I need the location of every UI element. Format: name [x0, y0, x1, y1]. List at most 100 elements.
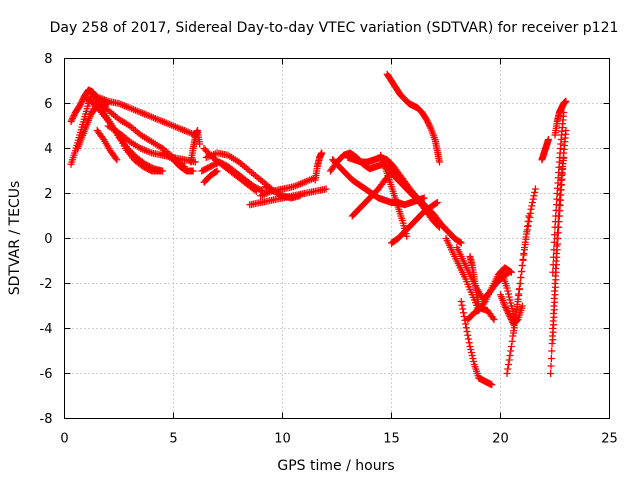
- data-point: [509, 332, 517, 340]
- data-point: [530, 192, 538, 200]
- data-point: [527, 205, 535, 213]
- data-points: [67, 70, 570, 389]
- data-point: [67, 118, 75, 125]
- data-point: [420, 194, 428, 202]
- x-tick-label: 10: [274, 432, 291, 447]
- data-point: [550, 306, 558, 314]
- data-point: [490, 316, 498, 323]
- y-tick-label: -8: [40, 412, 53, 427]
- plot-frame: [64, 58, 610, 419]
- data-point: [504, 290, 512, 298]
- series-track-10: [159, 149, 197, 175]
- data-point: [562, 127, 570, 134]
- data-point: [69, 113, 77, 121]
- data-point: [489, 314, 497, 322]
- y-tick-label: 2: [44, 187, 52, 202]
- data-point: [460, 313, 468, 320]
- data-point: [467, 346, 475, 353]
- data-point: [550, 321, 558, 329]
- data-point: [322, 185, 330, 193]
- data-point: [502, 304, 510, 311]
- series-track-29: [457, 298, 496, 389]
- data-point: [512, 318, 520, 326]
- data-point: [547, 370, 555, 377]
- data-point: [517, 274, 525, 281]
- data-point: [459, 309, 467, 317]
- data-point: [547, 362, 555, 370]
- data-point: [435, 158, 443, 166]
- data-point: [551, 231, 559, 239]
- y-tick-label: 6: [44, 97, 52, 112]
- data-point: [488, 381, 496, 389]
- x-axis-label: GPS time / hours: [277, 458, 394, 474]
- data-point: [518, 268, 526, 275]
- y-axis-label: SDTVAR / TECUs: [7, 181, 23, 296]
- data-point: [68, 115, 76, 122]
- data-point: [523, 230, 531, 238]
- data-point: [464, 331, 472, 339]
- data-point: [475, 302, 483, 310]
- series-track-40: [551, 97, 570, 139]
- data-point: [521, 241, 529, 248]
- data-point: [520, 251, 528, 259]
- data-point: [513, 303, 521, 311]
- y-tick-label: 8: [44, 52, 52, 67]
- data-point: [505, 356, 513, 364]
- data-point: [506, 352, 514, 359]
- series-track-31: [466, 253, 483, 310]
- y-tick-label: 4: [44, 142, 52, 157]
- data-point: [551, 283, 559, 291]
- data-point: [457, 239, 465, 247]
- data-point: [520, 246, 528, 254]
- data-point: [425, 121, 433, 129]
- data-point: [507, 343, 515, 350]
- data-point: [526, 209, 534, 217]
- series-track-9: [93, 127, 121, 164]
- x-tick-label: 25: [601, 432, 618, 447]
- data-point: [78, 97, 86, 105]
- x-tick-label: 5: [169, 432, 177, 447]
- data-point: [466, 343, 474, 350]
- data-point: [510, 324, 518, 332]
- data-point: [423, 117, 431, 125]
- data-point: [525, 218, 533, 226]
- series-track-35: [499, 271, 520, 326]
- y-tick-label: -2: [40, 277, 53, 292]
- data-point: [548, 340, 556, 347]
- series-track-23: [348, 169, 454, 238]
- data-point: [112, 154, 120, 162]
- data-point: [562, 97, 570, 105]
- y-tick-label: -6: [40, 367, 53, 382]
- grid: [64, 58, 610, 419]
- data-point: [68, 116, 76, 124]
- data-point: [505, 268, 513, 276]
- chart-title: Day 258 of 2017, Sidereal Day-to-day VTE…: [50, 20, 619, 36]
- data-point: [549, 261, 557, 269]
- data-point: [508, 337, 516, 345]
- y-tick-label: 0: [44, 232, 52, 247]
- data-point: [70, 112, 78, 119]
- x-tick-label: 0: [60, 432, 68, 447]
- data-point: [503, 370, 511, 377]
- data-point: [544, 136, 552, 143]
- data-point: [515, 286, 523, 293]
- series-track-36: [538, 136, 552, 164]
- data-point: [531, 188, 539, 196]
- data-point: [425, 120, 433, 128]
- data-point: [296, 192, 304, 200]
- data-point: [550, 246, 558, 254]
- data-point: [468, 352, 476, 359]
- data-point: [505, 293, 513, 301]
- data-point: [510, 329, 518, 337]
- data-point: [422, 115, 430, 123]
- data-point: [318, 149, 326, 157]
- data-point: [433, 199, 441, 206]
- data-point: [547, 355, 555, 362]
- data-point: [518, 302, 526, 310]
- tick-labels: 0 5 10 15 20 25 -8 -6 -4 -2 0 2 4 6 8: [40, 52, 618, 447]
- data-point: [519, 256, 527, 264]
- series-track-34: [510, 185, 539, 337]
- data-point: [528, 199, 536, 206]
- data-point: [549, 336, 557, 344]
